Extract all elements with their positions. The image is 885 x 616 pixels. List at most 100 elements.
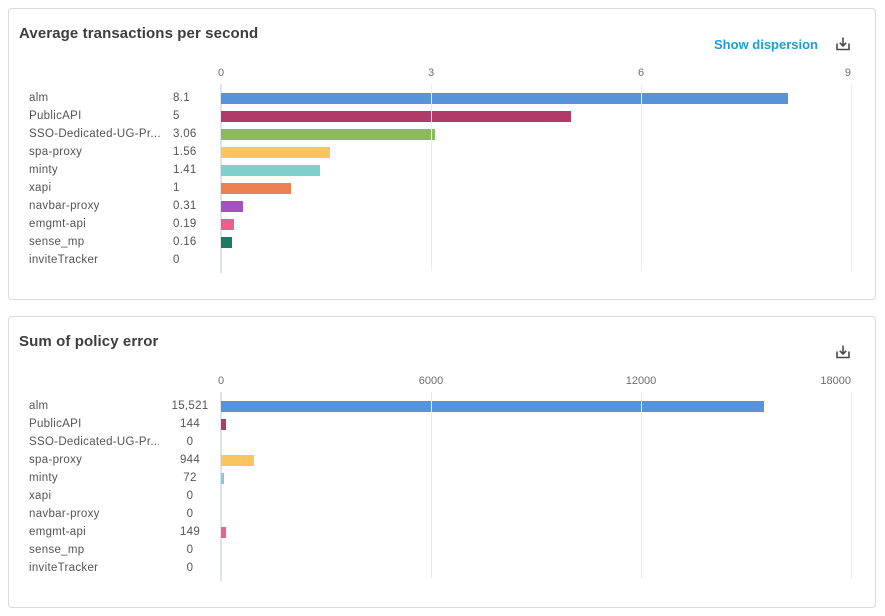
category-label: inviteTracker xyxy=(29,562,99,574)
value-label: 0 xyxy=(186,508,194,520)
chart-row: SSO-Dedicated-UG-Pr... 3.06 xyxy=(9,125,875,143)
bar[interactable] xyxy=(221,526,227,538)
chart-rows: alm 8.1 PublicAPI 5 SSO-Dedicated-UG-Pr... 3.… xyxy=(9,89,875,269)
category-label: alm xyxy=(29,92,49,104)
bar[interactable] xyxy=(221,454,255,466)
bar-track xyxy=(221,215,851,233)
value-label: 0 xyxy=(186,562,194,574)
bar[interactable] xyxy=(221,164,320,176)
category-label: sense_mp xyxy=(29,544,85,556)
bar[interactable] xyxy=(221,146,331,158)
category-label: minty xyxy=(29,164,58,176)
bar[interactable] xyxy=(221,218,235,230)
chart-row: sense_mp 0.16 xyxy=(9,233,875,251)
chart-row: xapi 1 xyxy=(9,179,875,197)
x-tick-label: 9 xyxy=(844,67,851,79)
bar[interactable] xyxy=(221,128,436,140)
x-tick-label: 0 xyxy=(217,375,225,387)
chart-row: navbar-proxy 0 xyxy=(9,505,875,523)
chart-row: SSO-Dedicated-UG-Pr... 0 xyxy=(9,433,875,451)
value-label: 0.19 xyxy=(173,218,197,230)
gridline xyxy=(431,84,432,271)
bar-track xyxy=(221,161,851,179)
chart-row: PublicAPI 5 xyxy=(9,107,875,125)
value-label: 5 xyxy=(173,110,180,122)
bar-track xyxy=(221,397,851,415)
value-label: 144 xyxy=(179,418,201,430)
chart-row: emgmt-api 149 xyxy=(9,523,875,541)
x-tick-label: 6 xyxy=(637,67,645,79)
x-tick-label: 0 xyxy=(217,67,225,79)
chart-rows: alm 15,521 PublicAPI 144 SSO-Dedicated-UG-Pr… xyxy=(9,397,875,577)
value-label: 0.31 xyxy=(173,200,197,212)
chart-row: alm 8.1 xyxy=(9,89,875,107)
bar-track xyxy=(221,451,851,469)
y-axis-line xyxy=(220,84,222,273)
value-label: 0.16 xyxy=(173,236,197,248)
bar-track xyxy=(221,415,851,433)
x-tick-label: 18000 xyxy=(820,375,851,387)
value-label: 1.41 xyxy=(173,164,197,176)
bar-track xyxy=(221,125,851,143)
value-label: 15,521 xyxy=(171,400,209,412)
category-label: minty xyxy=(29,472,58,484)
y-axis-line xyxy=(220,392,222,581)
chart-row: emgmt-api 0.19 xyxy=(9,215,875,233)
bar-track xyxy=(221,89,851,107)
bar[interactable] xyxy=(221,472,224,484)
chart-row: inviteTracker 0 xyxy=(9,559,875,577)
chart-row: spa-proxy 944 xyxy=(9,451,875,469)
bar-track xyxy=(221,251,851,269)
category-label: navbar-proxy xyxy=(29,200,100,212)
x-tick-label: 6000 xyxy=(418,375,444,387)
download-icon[interactable] xyxy=(834,343,852,361)
gridline xyxy=(641,392,642,579)
bar-track xyxy=(221,487,851,505)
bar-track xyxy=(221,559,851,577)
bar[interactable] xyxy=(221,200,243,212)
value-label: 72 xyxy=(183,472,197,484)
chart-row: xapi 0 xyxy=(9,487,875,505)
download-icon[interactable] xyxy=(834,35,852,53)
value-label: 0 xyxy=(173,254,180,266)
category-label: spa-proxy xyxy=(29,146,83,158)
bar[interactable] xyxy=(221,110,571,122)
value-label: 0 xyxy=(186,490,194,502)
policy-error-panel: Sum of policy error 0 6000 12000 18000 alm 1… xyxy=(8,316,876,608)
category-label: emgmt-api xyxy=(29,218,87,230)
show-dispersion-link[interactable]: Show dispersion xyxy=(713,37,818,52)
bar-track xyxy=(221,505,851,523)
gridline xyxy=(851,392,852,579)
category-label: spa-proxy xyxy=(29,454,83,466)
panel-title: Sum of policy error xyxy=(19,333,159,350)
avg-transactions-panel: Average transactions per second Show dis… xyxy=(8,8,876,300)
bar-track xyxy=(221,179,851,197)
value-label: 944 xyxy=(179,454,201,466)
value-label: 1.56 xyxy=(173,146,197,158)
chart-row: minty 72 xyxy=(9,469,875,487)
bar[interactable] xyxy=(221,418,227,430)
x-axis-ticks: 0 6000 12000 18000 xyxy=(217,375,851,389)
category-label: emgmt-api xyxy=(29,526,87,538)
gridline xyxy=(431,392,432,579)
value-label: 0 xyxy=(186,436,194,448)
bar[interactable] xyxy=(221,400,765,412)
chart-row: sense_mp 0 xyxy=(9,541,875,559)
bar-track xyxy=(221,433,851,451)
bar-track xyxy=(221,143,851,161)
category-label: inviteTracker xyxy=(29,254,99,266)
panel-title: Average transactions per second xyxy=(19,25,259,42)
category-label: PublicAPI xyxy=(29,418,82,430)
bar-track xyxy=(221,541,851,559)
chart-row: navbar-proxy 0.31 xyxy=(9,197,875,215)
category-label: alm xyxy=(29,400,49,412)
bar-track xyxy=(221,107,851,125)
value-label: 1 xyxy=(173,182,180,194)
x-axis-ticks: 0 3 6 9 xyxy=(217,67,851,81)
x-tick-label: 3 xyxy=(427,67,435,79)
gridline xyxy=(641,84,642,271)
bar[interactable] xyxy=(221,182,291,194)
bar[interactable] xyxy=(221,92,788,104)
bar[interactable] xyxy=(221,236,233,248)
category-label: xapi xyxy=(29,182,52,194)
